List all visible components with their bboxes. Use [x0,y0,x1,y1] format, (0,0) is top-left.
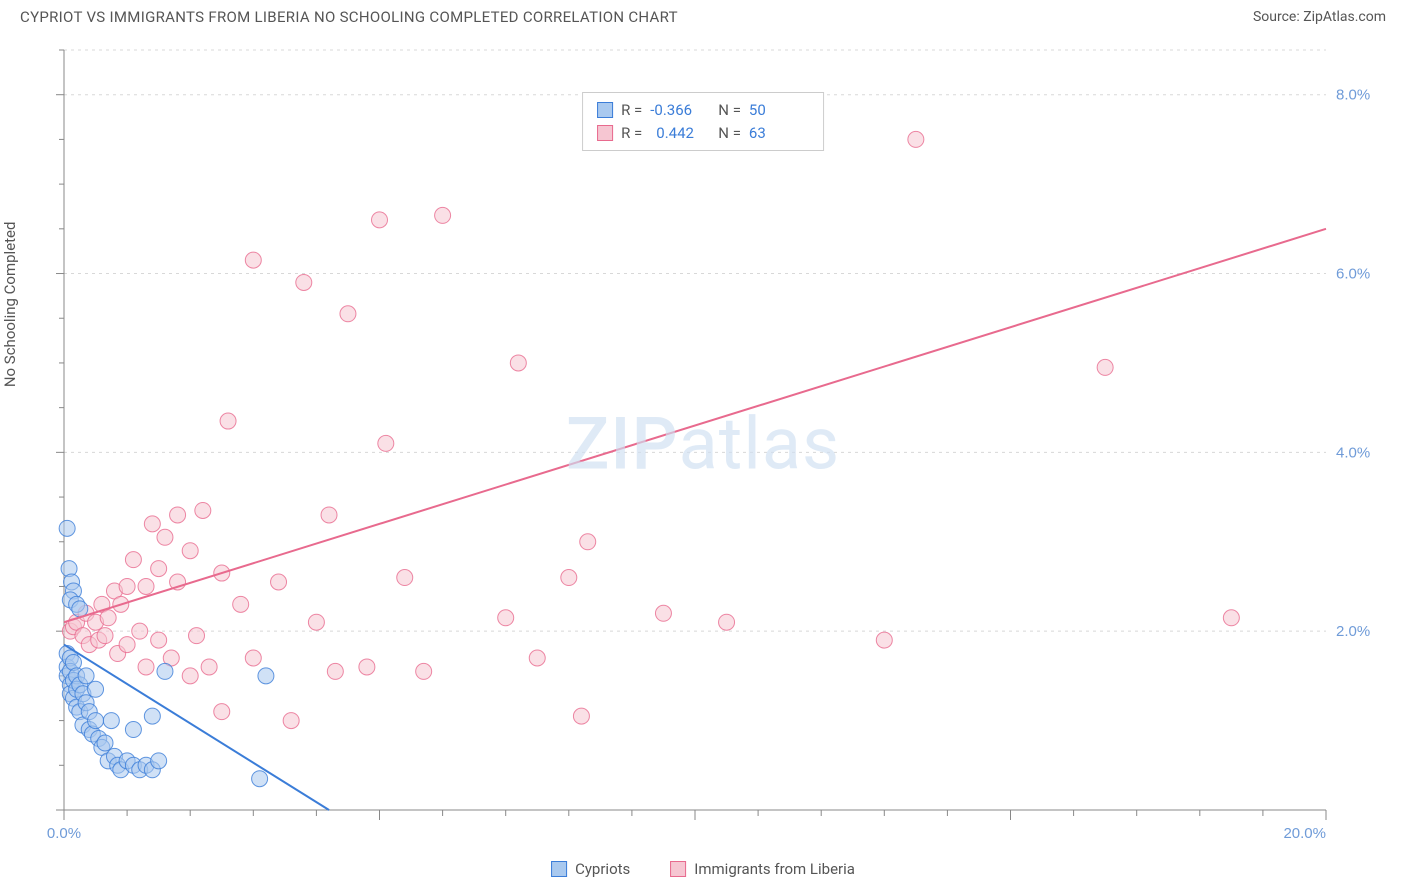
svg-text:4.0%: 4.0% [1336,444,1370,461]
legend-item-liberia: Immigrants from Liberia [670,860,855,878]
svg-text:20.0%: 20.0% [1283,825,1326,842]
legend-label: Immigrants from Liberia [694,860,855,878]
legend-item-cypriots: Cypriots [551,860,630,878]
n-label: N = [718,122,741,145]
svg-text:2.0%: 2.0% [1336,623,1370,640]
swatch-icon [670,861,686,877]
source-label: Source: ZipAtlas.com [1253,9,1386,25]
legend-label: Cypriots [575,860,630,878]
chart-title: CYPRIOT VS IMMIGRANTS FROM LIBERIA NO SC… [20,8,678,26]
svg-text:6.0%: 6.0% [1336,266,1370,283]
r-label: R = [621,122,642,145]
bottom-legend: Cypriots Immigrants from Liberia [551,860,855,878]
svg-text:0.0%: 0.0% [47,825,81,842]
swatch-icon [597,102,613,118]
stats-row-liberia: R = 0.442 N = 63 [597,122,809,145]
chart-container: No Schooling Completed 2.0%4.0%6.0%8.0%0… [20,40,1386,882]
swatch-icon [551,861,567,877]
n-label: N = [718,99,741,122]
scatter-chart: 2.0% 4.0% 6.0% 8.0% 0.0% 20.0% [20,40,1386,860]
stats-row-cypriots: R = -0.366 N = 50 [597,99,809,122]
r-value: -0.366 [650,99,710,122]
svg-text:8.0%: 8.0% [1336,87,1370,104]
swatch-icon [597,125,613,141]
r-value: 0.442 [650,122,710,145]
n-value: 50 [749,99,809,122]
y-axis-label: No Schooling Completed [1,222,19,388]
stats-legend: R = -0.366 N = 50 R = 0.442 N = 63 [582,92,824,151]
n-value: 63 [749,122,809,145]
r-label: R = [621,99,642,122]
